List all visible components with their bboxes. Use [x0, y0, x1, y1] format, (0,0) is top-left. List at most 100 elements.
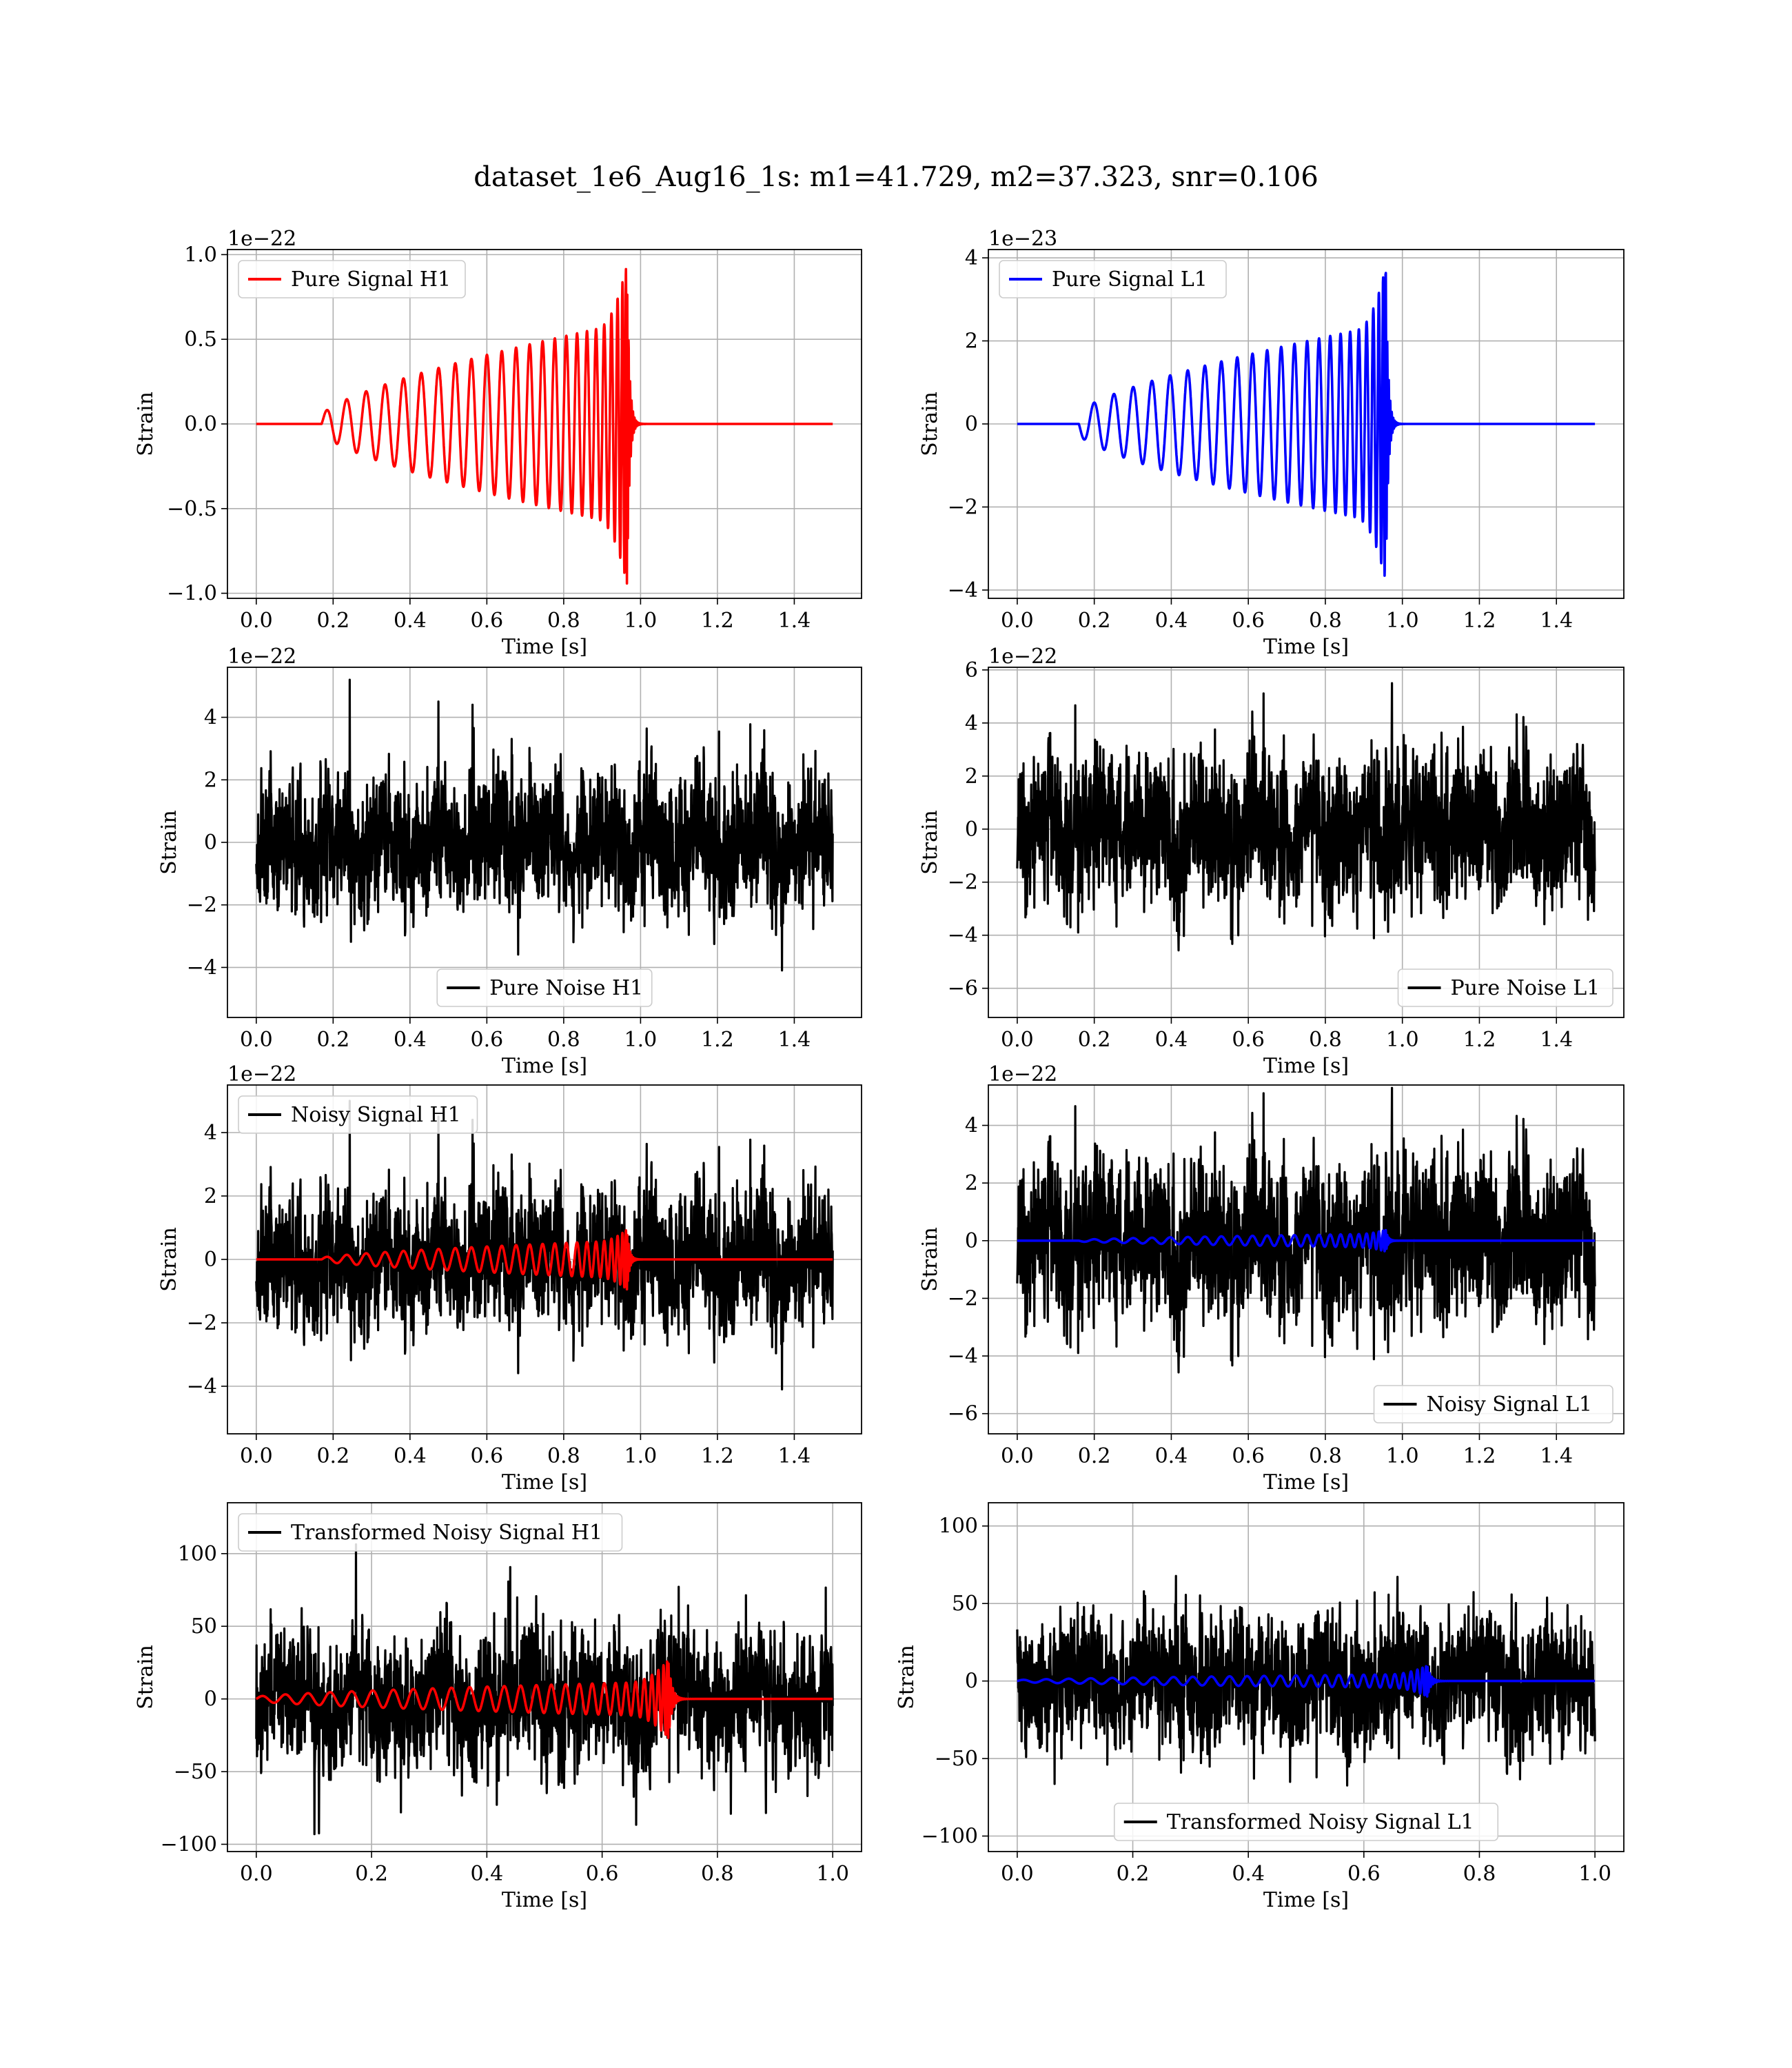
- x-tick-label: 1.2: [701, 609, 734, 633]
- legend: Transformed Noisy Signal H1: [238, 1513, 623, 1552]
- x-tick-label: 0.2: [1078, 1444, 1111, 1468]
- y-tick-label: −2: [187, 893, 217, 918]
- x-tick-label: 1.4: [1540, 609, 1573, 633]
- y-tick-label: 4: [965, 711, 978, 736]
- x-tick-label: 0.2: [355, 1862, 388, 1886]
- x-axis-label: Time [s]: [502, 635, 587, 659]
- x-tick-label: 0.2: [1078, 609, 1111, 633]
- y-tick-label: 50: [952, 1592, 978, 1616]
- x-tick-label: 0.4: [394, 1444, 427, 1468]
- y-tick-label: −2: [948, 871, 978, 895]
- y-tick-label: 6: [965, 658, 978, 682]
- x-tick-label: 1.0: [1386, 1444, 1419, 1468]
- x-tick-label: 0.8: [1309, 609, 1342, 633]
- y-tick-label: −4: [948, 1344, 978, 1368]
- x-tick-label: 1.0: [624, 1444, 658, 1468]
- x-tick-label: 0.8: [547, 609, 580, 633]
- legend: Noisy Signal L1: [1373, 1385, 1613, 1423]
- axes-frame: [988, 249, 1625, 599]
- x-tick-label: 0.4: [1232, 1862, 1265, 1886]
- legend-box: [238, 1095, 478, 1134]
- legend-label: Noisy Signal L1: [1427, 1392, 1592, 1417]
- legend-label: Pure Signal L1: [1052, 267, 1208, 292]
- series-line-pure-signal-l1: [1017, 272, 1596, 577]
- x-axis-label: Time [s]: [1263, 1470, 1349, 1494]
- legend: Pure Noise L1: [1397, 969, 1613, 1007]
- x-tick-label: 0.4: [1155, 609, 1188, 633]
- y-tick-label: 100: [939, 1514, 978, 1539]
- x-tick-label: 0.0: [1001, 1862, 1034, 1886]
- y-tick-label: −2: [187, 1311, 217, 1335]
- legend-label: Pure Noise L1: [1451, 976, 1600, 1000]
- y-tick-label: 2: [204, 1184, 217, 1208]
- y-tick-label: −1.0: [167, 582, 217, 606]
- x-tick-label: 0.0: [1001, 609, 1034, 633]
- x-tick-label: 0.4: [1155, 1028, 1188, 1052]
- legend-box: [1113, 1803, 1499, 1841]
- y-axis-label: Strain: [134, 1645, 158, 1710]
- x-tick-label: 1.4: [1540, 1444, 1573, 1468]
- y-tick-label: 1.0: [184, 243, 217, 267]
- y-tick-label: 4: [204, 1121, 217, 1145]
- legend: Noisy Signal H1: [238, 1095, 478, 1134]
- x-tick-label: 0.6: [586, 1862, 619, 1886]
- y-axis-label: Strain: [157, 1227, 181, 1292]
- x-tick-label: 0.8: [547, 1444, 580, 1468]
- legend-label: Transformed Noisy Signal H1: [291, 1521, 602, 1545]
- x-axis-label: Time [s]: [502, 1054, 587, 1078]
- y-tick-label: −2: [948, 1286, 978, 1310]
- y-tick-label: 0.0: [184, 412, 217, 436]
- y-axis-label: Strain: [918, 1227, 942, 1292]
- legend-label: Noisy Signal H1: [291, 1103, 461, 1127]
- y-tick-label: 0: [965, 1229, 978, 1253]
- x-tick-label: 0.8: [1463, 1862, 1496, 1886]
- y-tick-label: 0.5: [184, 327, 217, 352]
- x-tick-label: 1.0: [1386, 609, 1419, 633]
- x-tick-label: 0.0: [1001, 1028, 1034, 1052]
- axis-offset-text: 1e−22: [988, 645, 1057, 669]
- axes-frame: [227, 1502, 862, 1852]
- axis-offset-text: 1e−23: [988, 227, 1057, 251]
- x-tick-label: 0.6: [471, 1444, 504, 1468]
- y-tick-label: 100: [178, 1542, 217, 1566]
- axes-frame: [227, 249, 862, 599]
- series-line-transformed-noisy-signal-l1: [1016, 1574, 1596, 1787]
- y-tick-label: 4: [204, 706, 217, 730]
- x-tick-label: 0.0: [1001, 1444, 1034, 1468]
- x-axis-label: Time [s]: [502, 1888, 587, 1912]
- chart-pure-signal-h1: 0.0 0.2 0.4 0.6 0.8 1.0 1.2 1.4 −1.0 −0.5 0.0 0.5 1.…: [134, 227, 862, 659]
- series-line-chirp-1: [255, 1660, 834, 1739]
- series-line-pure-noise-l1: [1016, 682, 1596, 952]
- y-tick-label: −6: [948, 977, 978, 1001]
- axis-offset-text: 1e−22: [988, 1062, 1057, 1086]
- legend-box: [238, 260, 466, 298]
- y-tick-label: 0: [965, 818, 978, 842]
- y-tick-label: −50: [935, 1747, 978, 1771]
- legend: Pure Signal L1: [999, 260, 1227, 298]
- y-axis-label: Strain: [157, 810, 181, 875]
- chart-transformed-noisy-signal-h1: 0.0 0.2 0.4 0.6 0.8 1.0 −100 −50 0 50 100 Time [s] S…: [134, 1502, 862, 1912]
- legend: Pure Noise H1: [436, 969, 653, 1007]
- figure-title: dataset_1e6_Aug16_1s: m1=41.729, m2=37.3…: [474, 161, 1318, 193]
- x-tick-label: 0.8: [701, 1862, 734, 1886]
- legend-box: [436, 969, 653, 1007]
- x-tick-label: 1.2: [1463, 609, 1496, 633]
- x-tick-label: 1.2: [701, 1444, 734, 1468]
- y-tick-label: 2: [965, 330, 978, 354]
- x-tick-label: 1.2: [1463, 1028, 1496, 1052]
- y-axis-label: Strain: [895, 1645, 919, 1710]
- y-tick-label: −2: [948, 495, 978, 519]
- series-line-chirp-1: [1017, 1228, 1596, 1253]
- y-tick-label: −4: [948, 578, 978, 602]
- legend-box: [238, 1513, 623, 1552]
- y-tick-label: 2: [204, 768, 217, 792]
- x-tick-label: 0.4: [394, 1028, 427, 1052]
- x-tick-label: 1.0: [1578, 1862, 1611, 1886]
- x-tick-label: 1.4: [1540, 1028, 1573, 1052]
- x-tick-label: 1.0: [816, 1862, 849, 1886]
- y-tick-label: −100: [161, 1832, 217, 1856]
- x-tick-label: 1.4: [778, 1444, 811, 1468]
- legend-label: Transformed Noisy Signal L1: [1167, 1810, 1474, 1834]
- series-line-noisy-signal-l1: [1016, 1086, 1596, 1374]
